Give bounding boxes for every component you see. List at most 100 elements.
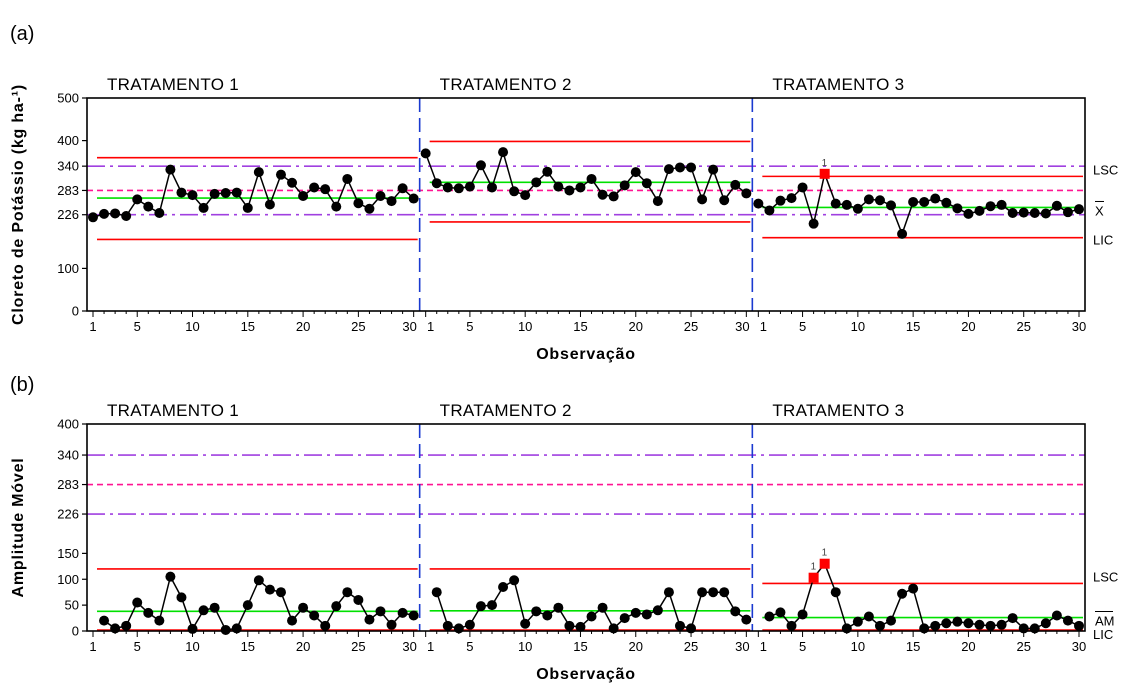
x-tick-label: 25 [351,639,365,654]
data-point [652,196,663,207]
data-point [542,610,553,621]
data-point [542,166,553,177]
treatment-label: TRATAMENTO 2 [440,401,572,420]
y-tick-label: 226 [57,207,79,222]
data-point [597,602,608,613]
data-point [275,587,286,598]
data-point [1018,207,1029,218]
data-point [775,607,786,618]
data-point [132,597,143,608]
data-point [121,211,132,222]
treatment-2-group: TRATAMENTO 2 [429,401,752,634]
data-point [132,194,143,205]
center-label: AM [1095,614,1115,629]
data-point [386,619,397,630]
data-point [1007,208,1018,219]
data-point [586,173,597,184]
y-tick-label: 100 [57,261,79,276]
data-point [498,582,509,593]
x-tick-label: 1 [427,319,434,334]
x-tick-label: 20 [629,639,643,654]
x-tick-label: 20 [296,639,310,654]
data-point [919,196,930,207]
data-series-line [757,171,1080,237]
center-label: X [1095,203,1104,218]
data-point [198,202,209,213]
lsc-label: LSC [1093,569,1118,584]
data-point [652,605,663,616]
lsc-label: LSC [1093,162,1118,177]
data-point [176,187,187,198]
x-axis-title: Observação [536,666,636,683]
data-point [220,624,231,635]
data-point [220,187,231,198]
data-point [154,615,165,626]
panel-b-moving-range-chart: (b) TRATAMENTO 1 TRATAMENTO 2 TRATAMENTO 3 1… [10,374,1118,683]
data-point [985,620,996,631]
y-tick-label: 100 [57,572,79,587]
data-point [99,615,110,626]
x-tick-label: 5 [799,639,806,654]
data-point [775,195,786,206]
y-tick-label: 0 [72,304,79,319]
data-point [608,191,619,202]
data-point [475,160,486,171]
data-point [509,186,520,197]
x-tick-label: 5 [466,319,473,334]
data-point [908,583,919,594]
data-point [564,620,575,631]
x-tick-label: 10 [851,319,865,334]
treatment-2-group: TRATAMENTO 2 [420,75,752,223]
treatment-label: TRATAMENTO 1 [107,401,239,420]
x-tick-label: 25 [1016,319,1030,334]
data-point [431,178,442,189]
x-tick-label: 30 [735,319,749,334]
data-point [597,189,608,200]
data-point [1062,615,1073,626]
x-tick-label: 15 [573,639,587,654]
data-point [764,611,775,622]
data-point [298,190,309,201]
data-point [830,587,841,598]
data-point [353,198,364,209]
data-point [996,619,1007,630]
data-point [1007,613,1018,624]
data-point [1074,620,1084,631]
x-tick-label: 5 [134,639,141,654]
data-point [309,610,320,621]
data-point [475,601,486,612]
x-tick-label: 30 [1072,639,1086,654]
out-of-control-flag-label: 1 [822,158,828,169]
data-point [852,616,863,627]
data-point [231,187,242,198]
data-point [852,203,863,214]
x-tick-label: 20 [961,639,975,654]
data-point [331,201,342,212]
data-point [952,203,963,214]
x-tick-label: 30 [402,319,416,334]
data-point [941,618,952,629]
data-point [564,185,575,196]
y-axis-title: Cloreto de Potássio (kg ha-¹) [10,84,27,325]
x-tick-label: 1 [89,319,96,334]
data-point [863,194,874,205]
x-tick-label: 25 [684,639,698,654]
data-point [797,182,808,193]
data-point [908,196,919,207]
data-point [187,190,198,201]
y-tick-label: 340 [57,159,79,174]
x-tick-label: 1 [760,319,767,334]
data-point [453,183,464,194]
data-point [841,199,852,210]
data-point [941,197,952,208]
data-point [264,584,275,595]
y-tick-label: 226 [57,507,79,522]
data-point [575,621,586,632]
out-of-control-point [808,572,819,583]
data-point [1062,207,1073,218]
data-point [886,200,897,211]
out-of-control-flag-label: 1 [811,562,817,573]
x-tick-label: 25 [351,319,365,334]
data-point [586,611,597,622]
data-point [575,182,586,193]
